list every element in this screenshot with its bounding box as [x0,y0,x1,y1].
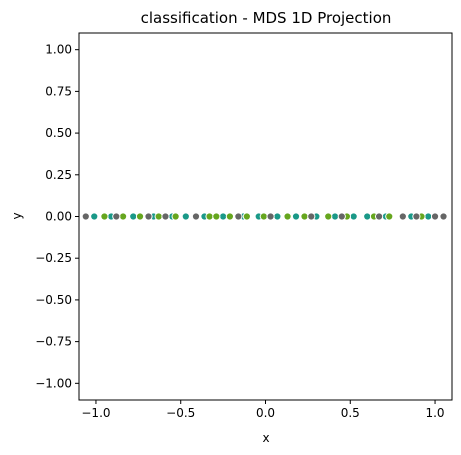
data-point [161,212,170,221]
y-tick-label: −1.00 [35,376,72,390]
data-point [171,212,180,221]
x-tick-label: −1.0 [81,406,110,420]
data-point [144,212,153,221]
x-axis: −1.0 −0.5 0.0 0.5 1.0 [81,400,445,420]
data-point [90,212,99,221]
data-point [100,212,109,221]
y-tick-label: 1.00 [45,43,72,57]
y-tick-label: −0.50 [35,293,72,307]
y-tick-label: −0.25 [35,251,72,265]
data-point [154,212,163,221]
data-point [81,212,90,221]
data-point [219,212,228,221]
y-tick-label: 0.25 [45,168,72,182]
data-point [135,212,145,221]
data-point [273,212,282,221]
data-point [283,212,292,221]
data-point [118,212,128,221]
data-point [430,212,440,221]
data-point [349,212,358,221]
data-point [374,212,384,221]
x-tick-label: 1.0 [425,406,444,420]
data-point [112,212,121,221]
plot-area [81,212,448,221]
y-tick-label: −0.75 [35,335,72,349]
y-tick-label: 0.50 [45,126,72,140]
data-point [259,212,268,221]
data-point [205,212,214,221]
data-point [412,212,421,221]
data-point [212,212,221,221]
data-point [291,212,301,221]
chart-title: classification - MDS 1D Projection [141,9,392,27]
data-point [337,212,346,221]
data-point [385,212,394,221]
x-tick-label: 0.0 [256,406,275,420]
data-point [363,212,372,221]
y-tick-label: 0.75 [45,84,72,98]
x-tick-label: 0.5 [341,406,360,420]
y-tick-label: 0.00 [45,210,72,224]
data-point [330,212,340,221]
data-point [181,212,190,221]
data-point [424,212,433,221]
data-point [225,212,234,221]
data-point [300,212,309,221]
data-point [398,212,407,221]
data-point [324,212,333,221]
data-point [266,212,275,221]
plot-frame [78,32,453,401]
data-point [307,212,316,221]
data-point [439,212,448,221]
data-point [129,212,138,221]
data-point [234,212,243,221]
x-axis-label: x [262,431,269,445]
y-axis-label: y [10,212,24,219]
data-point [242,212,251,221]
x-tick-label: −0.5 [166,406,195,420]
data-point [191,212,201,221]
y-axis: −1.00 −0.75 −0.50 −0.25 0.00 0.25 0.50 0.75 1.00 [35,43,79,390]
